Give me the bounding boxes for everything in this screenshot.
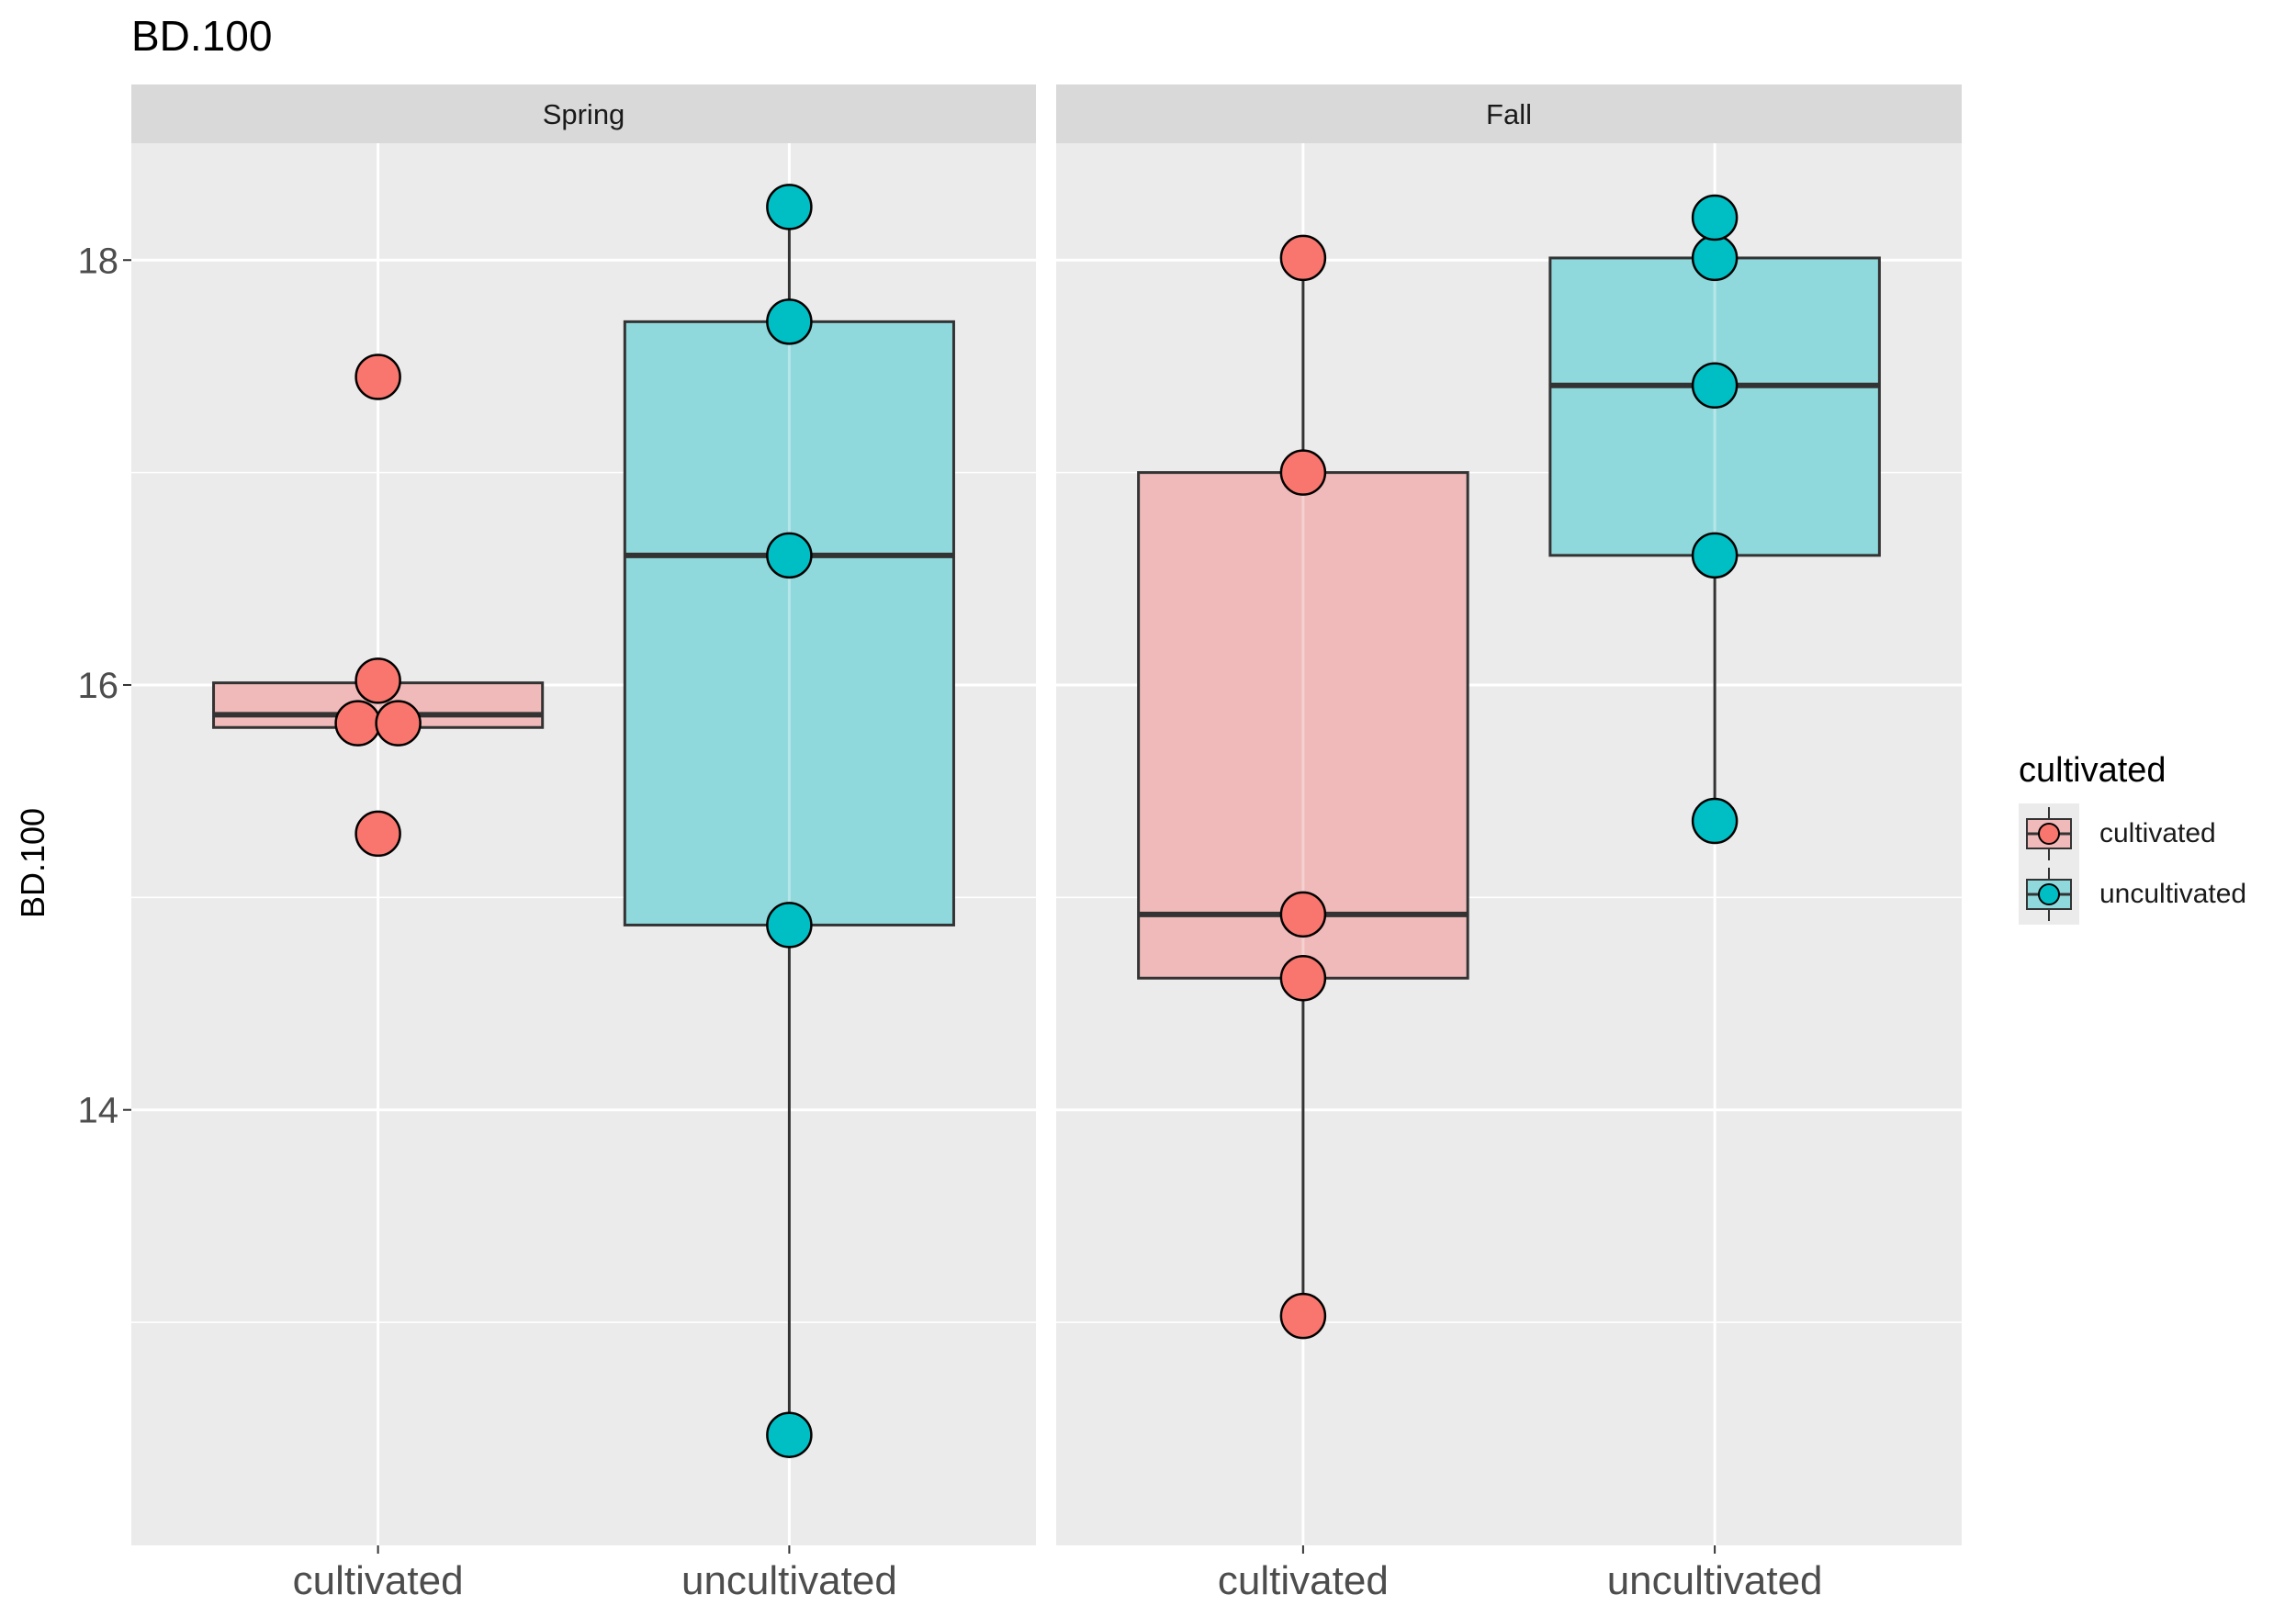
data-point [1279, 891, 1327, 938]
data-point [355, 810, 401, 858]
data-point [355, 657, 401, 704]
data-point [355, 354, 401, 400]
legend-key-cultivated [2019, 803, 2079, 864]
facet-strip-spring [131, 84, 1036, 143]
legend-item-uncultivated: uncultivated [2019, 864, 2246, 925]
data-point [1691, 797, 1739, 845]
box-group-spring-cultivated [212, 354, 545, 858]
data-point [1691, 234, 1739, 282]
x-tick-label: cultivated [293, 1558, 464, 1603]
box-group-fall-cultivated [1137, 234, 1469, 1340]
facet-label-spring: Spring [543, 98, 625, 130]
legend-title: cultivated [2019, 751, 2167, 790]
data-point [1279, 449, 1327, 496]
data-point [1691, 194, 1739, 241]
data-point [1691, 532, 1739, 579]
x-tick-label: cultivated [1218, 1558, 1389, 1603]
box [623, 320, 955, 926]
data-point [1279, 234, 1327, 282]
data-point [766, 1411, 813, 1458]
box-group-fall-uncultivated [1548, 194, 1881, 845]
data-point [766, 298, 813, 345]
data-point [766, 902, 813, 949]
y-axis-label: BD.100 [14, 807, 51, 919]
x-tick-label: uncultivated [1607, 1558, 1823, 1603]
y-tick-label: 14 [78, 1091, 119, 1131]
legend: cultivated cultivated uncultivated [2019, 751, 2246, 925]
x-tick-label: uncultivated [681, 1558, 897, 1603]
chart-title: BD.100 [131, 12, 273, 60]
legend-label-cultivated: cultivated [2099, 818, 2216, 848]
data-point [766, 184, 813, 230]
legend-swatch-uncultivated [2026, 868, 2072, 921]
data-point [334, 700, 381, 747]
data-point [375, 700, 422, 747]
box-group-spring-uncultivated [623, 184, 955, 1458]
facet-strip-fall [1056, 84, 1962, 143]
legend-label-uncultivated: uncultivated [2099, 879, 2247, 909]
y-tick-label: 16 [78, 666, 119, 706]
data-point [1279, 1292, 1327, 1340]
data-point [766, 532, 813, 579]
legend-swatch-cultivated [2026, 807, 2072, 860]
facet-spring: Spring cultivated uncultivated [131, 84, 1036, 1603]
facet-fall: Fall cultivated uncultivated [1056, 84, 1962, 1603]
legend-item-cultivated: cultivated [2019, 803, 2246, 864]
data-point [1279, 955, 1327, 1002]
y-tick-label: 18 [78, 241, 119, 281]
facet-label-fall: Fall [1486, 98, 1532, 130]
data-point [1691, 362, 1739, 410]
legend-key-uncultivated [2019, 864, 2079, 925]
